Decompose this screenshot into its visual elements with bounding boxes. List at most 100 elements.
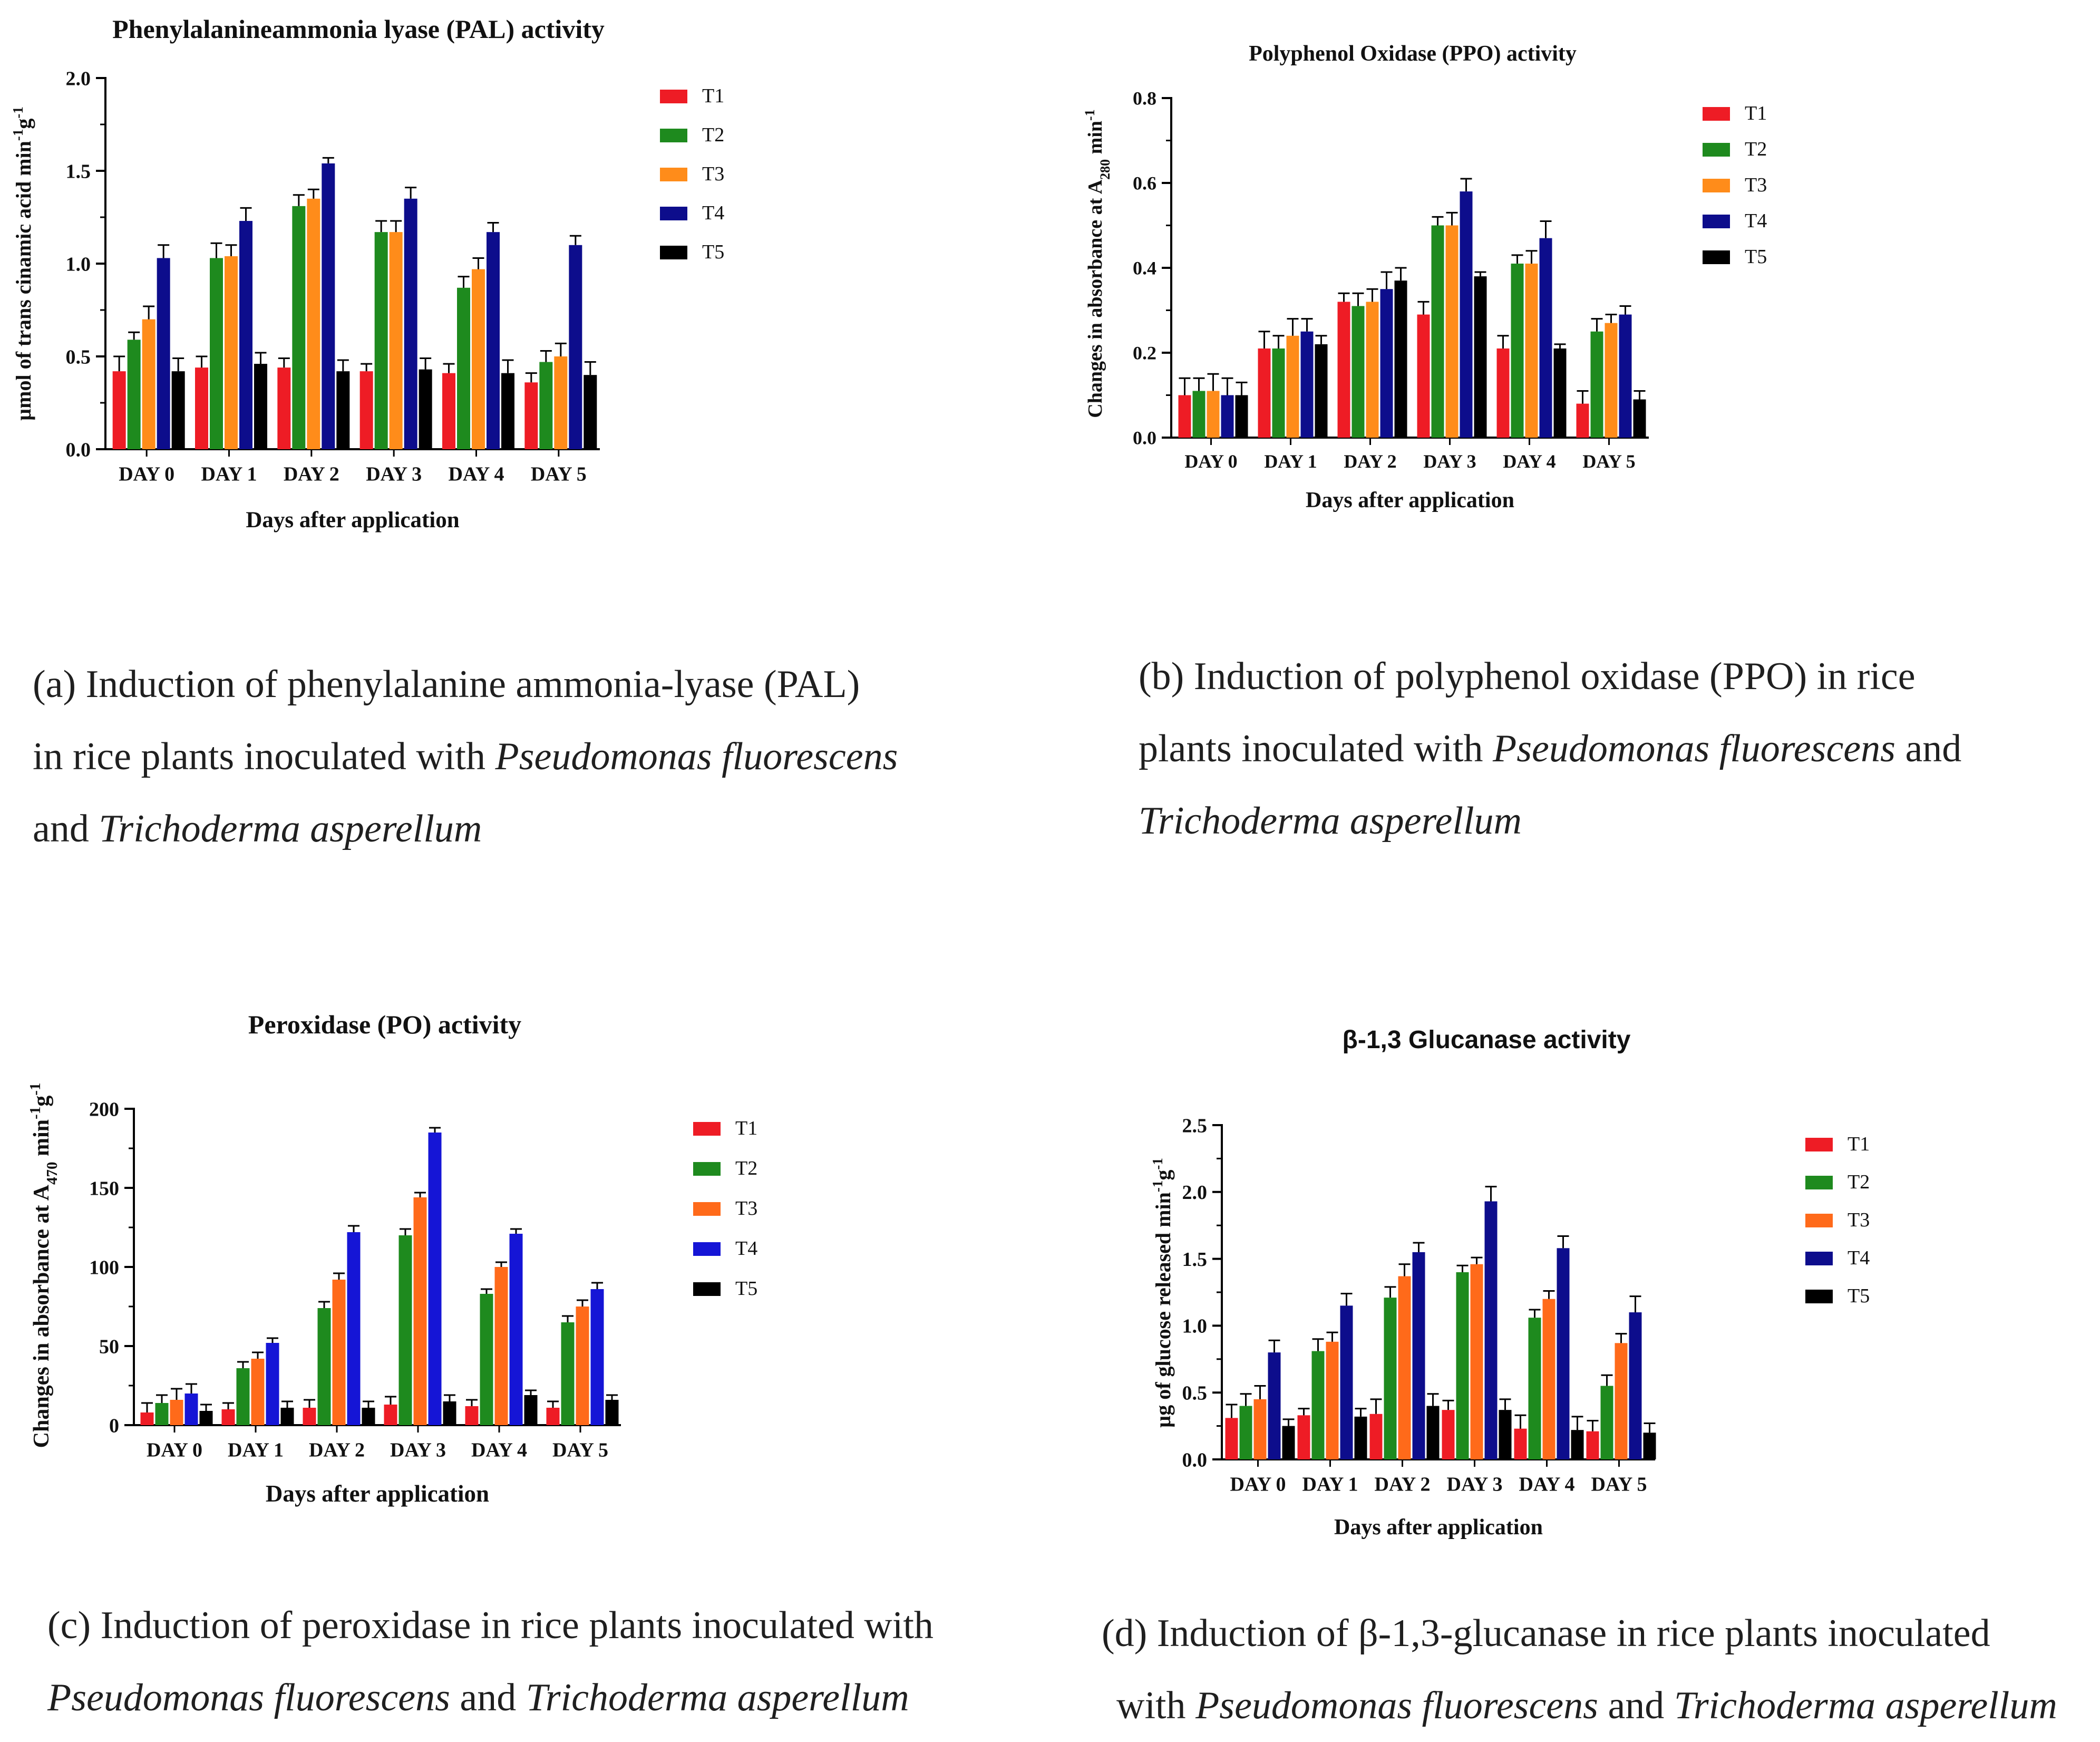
x-tick-label: DAY 2 — [1375, 1474, 1431, 1496]
legend-swatch-t4 — [693, 1242, 721, 1256]
x-tick-label: DAY 1 — [201, 463, 257, 486]
chart-title: Polyphenol Oxidase (PPO) activity — [1249, 42, 1577, 66]
legend-label-t2: T2 — [702, 124, 724, 146]
bar-t4-day-1 — [266, 1343, 279, 1425]
bar-t5-day-4 — [1553, 348, 1567, 438]
legend-swatch-t2 — [1703, 143, 1730, 157]
bar-t4-day-1 — [239, 221, 252, 449]
legend-swatch-t4 — [660, 207, 687, 220]
bar-t5-day-3 — [1499, 1410, 1512, 1459]
bar-t1-day-0 — [140, 1412, 154, 1425]
legend-swatch-t4 — [1805, 1252, 1833, 1265]
caption-b: (b) Induction of polyphenol oxidase (PPO… — [1139, 641, 1961, 857]
bar-t3-day-4 — [494, 1267, 508, 1425]
bar-t5-day-0 — [1282, 1426, 1295, 1459]
bar-t2-day-5 — [539, 362, 553, 449]
legend-label-t3: T3 — [1848, 1209, 1870, 1231]
x-tick-label: DAY 1 — [1264, 451, 1317, 472]
bar-t1-day-0 — [1225, 1418, 1238, 1459]
bar-t2-day-5 — [1600, 1386, 1613, 1459]
bar-t5-day-3 — [1474, 276, 1487, 438]
bar-t5-day-3 — [419, 369, 432, 449]
x-tick-label: DAY 3 — [390, 1439, 446, 1462]
y-axis-label: Changes in absorbance at A470 min-1g-1 — [27, 1083, 61, 1448]
caption-c-species-2: Trichoderma asperellum — [526, 1676, 909, 1719]
bar-t5-day-2 — [362, 1408, 375, 1425]
y-tick-label: 200 — [89, 1098, 119, 1120]
bar-t4-day-5 — [1619, 314, 1632, 438]
legend-swatch-t1 — [693, 1122, 721, 1136]
y-tick-label: 2.0 — [66, 67, 91, 90]
bar-t1-day-3 — [1417, 314, 1430, 438]
bar-t5-day-2 — [336, 371, 350, 449]
bar-t3-day-0 — [170, 1400, 183, 1425]
bar-t5-day-0 — [171, 371, 185, 449]
x-tick-label: DAY 0 — [119, 463, 174, 486]
legend-label-t4: T4 — [702, 202, 724, 224]
bar-t4-day-3 — [1484, 1201, 1498, 1459]
x-tick-label: DAY 4 — [1519, 1474, 1575, 1496]
bar-t5-day-0 — [199, 1411, 213, 1425]
chart-panel-c: Peroxidase (PO) activity 0 50 100 150 200 DAY … — [27, 1010, 757, 1507]
legend-label-t1: T1 — [1745, 102, 1767, 124]
bar-t1-day-1 — [221, 1409, 235, 1425]
bar-t4-day-4 — [1557, 1248, 1570, 1459]
bar-t4-day-0 — [1268, 1352, 1281, 1459]
legend-label-t5: T5 — [1745, 246, 1767, 268]
x-tick-label: DAY 3 — [1423, 451, 1476, 472]
y-axis-label: µmol of trans cinamic acid min-1g-1 — [10, 107, 35, 421]
legend-swatch-t1 — [1805, 1138, 1833, 1151]
bar-t3-day-1 — [1326, 1341, 1339, 1459]
bar-t4-day-5 — [569, 245, 582, 449]
y-tick-label: 0.0 — [1182, 1449, 1208, 1471]
bar-t5-day-4 — [1571, 1430, 1584, 1459]
bar-t3-day-2 — [332, 1280, 346, 1425]
x-tick-label: DAY 3 — [366, 463, 422, 486]
bar-t2-day-3 — [398, 1235, 412, 1425]
bar-t2-day-1 — [1311, 1351, 1325, 1459]
legend-swatch-t3 — [1703, 179, 1730, 192]
bar-t3-day-4 — [472, 269, 485, 449]
x-tick-label: DAY 4 — [471, 1439, 527, 1462]
bar-t3-day-1 — [225, 256, 238, 449]
bar-t2-day-4 — [1511, 263, 1524, 438]
legend-swatch-t5 — [1703, 250, 1730, 264]
chart-title: Phenylalanineammonia lyase (PAL) activit… — [112, 14, 605, 44]
x-tick-label: DAY 1 — [228, 1439, 284, 1462]
legend-label-t1: T1 — [735, 1117, 757, 1139]
bar-t2-day-5 — [561, 1322, 575, 1425]
x-tick-label: DAY 2 — [309, 1439, 365, 1462]
legend-swatch-t3 — [1805, 1214, 1833, 1227]
bar-t3-day-5 — [554, 356, 568, 449]
legend-label-t1: T1 — [702, 85, 724, 107]
legend-label-t1: T1 — [1848, 1133, 1870, 1155]
bar-t3-day-5 — [1605, 323, 1618, 438]
y-tick-label: 1.5 — [66, 160, 91, 182]
caption-b-line2-text: plants inoculated with — [1139, 727, 1493, 770]
caption-a-line1: (a) Induction of phenylalanine ammonia-l… — [33, 663, 860, 706]
legend-swatch-t1 — [1703, 107, 1730, 121]
bar-t2-day-2 — [1352, 306, 1365, 438]
caption-b-line2-tail: and — [1895, 727, 1962, 770]
bar-t4-day-0 — [1221, 395, 1234, 438]
y-tick-label: 0.0 — [66, 439, 91, 461]
x-tick-label: DAY 5 — [531, 463, 587, 486]
bar-t3-day-4 — [1525, 263, 1538, 438]
legend-label-t5: T5 — [702, 241, 724, 263]
bar-t1-day-4 — [442, 373, 455, 449]
bar-t4-day-3 — [404, 198, 417, 449]
legend-swatch-t1 — [660, 90, 687, 103]
bar-t4-day-1 — [1300, 331, 1314, 438]
bar-t1-day-3 — [384, 1405, 397, 1425]
legend-swatch-t3 — [660, 168, 687, 181]
bar-t5-day-2 — [1426, 1406, 1440, 1459]
bar-t2-day-0 — [1192, 391, 1205, 438]
y-tick-label: 0.6 — [1133, 173, 1156, 194]
y-tick-label: 1.0 — [66, 253, 91, 275]
y-tick-label: 2.0 — [1182, 1182, 1208, 1204]
caption-a-line3-text: and — [33, 807, 99, 850]
bar-t2-day-0 — [155, 1403, 169, 1425]
legend-swatch-t5 — [1805, 1290, 1833, 1303]
chart-panel-b: Polyphenol Oxidase (PPO) activity 0.0 0.2 0… — [1082, 42, 1767, 512]
bar-t1-day-4 — [1496, 348, 1510, 438]
